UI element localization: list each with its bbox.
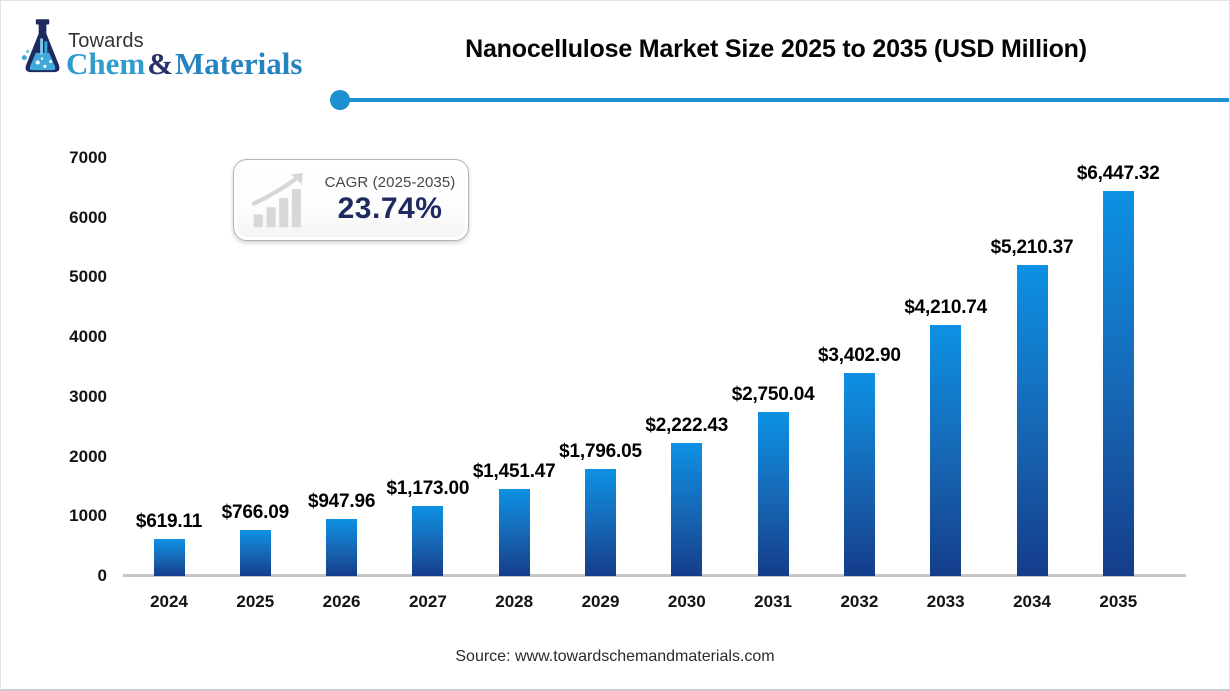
flask-logo-icon: [21, 19, 60, 73]
y-axis-tick-label: 0: [97, 566, 107, 585]
divider-line: [341, 98, 1229, 102]
bar-value-label: $947.96: [307, 491, 376, 513]
logo-chem: Chem: [66, 46, 146, 81]
bar-2028: [498, 489, 530, 576]
cagr-value: 23.74%: [337, 192, 443, 225]
bar-value-label: $3,402.90: [818, 344, 901, 366]
y-axis-tick-label: 7000: [69, 148, 107, 167]
bar-value-label: $1,451.47: [472, 461, 556, 483]
y-axis-tick-label: 6000: [69, 207, 107, 227]
bar-2024: [153, 539, 185, 576]
y-axis-tick-label: 4000: [69, 327, 107, 347]
x-axis-tick-label: 2025: [236, 592, 275, 611]
y-axis-tick-label: 2000: [69, 446, 107, 466]
x-axis-tick-label: 2024: [150, 592, 188, 611]
bar-value-label: $6,447.32: [1076, 163, 1160, 184]
x-axis-tick-label: 2030: [667, 592, 706, 611]
x-axis-tick-label: 2028: [495, 592, 534, 611]
cagr-text-block: CAGR (2025-2035) 23.74%: [322, 174, 458, 226]
bar-2029: [585, 468, 616, 576]
bar-2034: [1016, 264, 1048, 576]
x-axis-tick-label: 2029: [581, 592, 620, 611]
y-axis-tick-label: 3000: [69, 386, 107, 406]
y-axis-tick-label: 1000: [69, 506, 107, 526]
x-axis-tick-label: 2027: [408, 592, 447, 611]
bar-value-label: $1,796.05: [559, 440, 642, 462]
logo-ampersand: &: [147, 46, 174, 81]
x-axis-tick-label: 2032: [840, 592, 879, 611]
x-axis-tick-label: 2026: [322, 592, 361, 611]
x-axis-tick-label: 2034: [1013, 592, 1051, 611]
cagr-badge: CAGR (2025-2035) 23.74%: [233, 159, 469, 241]
bar-value-label: $766.09: [221, 502, 289, 524]
divider-dot: [330, 90, 350, 110]
bar-2030: [671, 443, 703, 576]
bar-2026: [326, 519, 358, 576]
y-axis-tick-label: 5000: [69, 267, 107, 287]
x-axis-tick-label: 2035: [1099, 592, 1138, 611]
chart-title: Nanocellulose Market Size 2025 to 2035 (…: [465, 35, 1087, 63]
bar-2027: [412, 505, 444, 576]
x-axis-tick-label: 2033: [926, 592, 965, 611]
x-axis-line: [123, 574, 1186, 577]
cagr-label: CAGR (2025-2035): [324, 174, 456, 191]
logo-materials: Materials: [175, 46, 303, 81]
bar-value-label: $5,210.37: [990, 236, 1074, 258]
bar-value-label: $1,173.00: [386, 477, 470, 499]
logo-towards-text: Towards: [68, 30, 144, 52]
source-text: Source: www.towardschemandmaterials.com: [455, 648, 775, 665]
bar-2025: [239, 530, 271, 576]
bar-2032: [843, 372, 875, 576]
bar-value-label: $2,222.43: [645, 415, 729, 437]
bar-2035: [1102, 191, 1134, 576]
bar-value-label: $4,210.74: [904, 296, 988, 318]
bar-2031: [757, 411, 789, 576]
bar-value-label: $619.11: [135, 511, 203, 533]
growth-chart-icon: [251, 172, 303, 228]
bar-2033: [930, 324, 962, 576]
logo-brand-text: Chem&Materials: [66, 47, 302, 81]
bar-value-label: $2,750.04: [731, 383, 815, 405]
x-axis-tick-label: 2031: [754, 592, 792, 611]
